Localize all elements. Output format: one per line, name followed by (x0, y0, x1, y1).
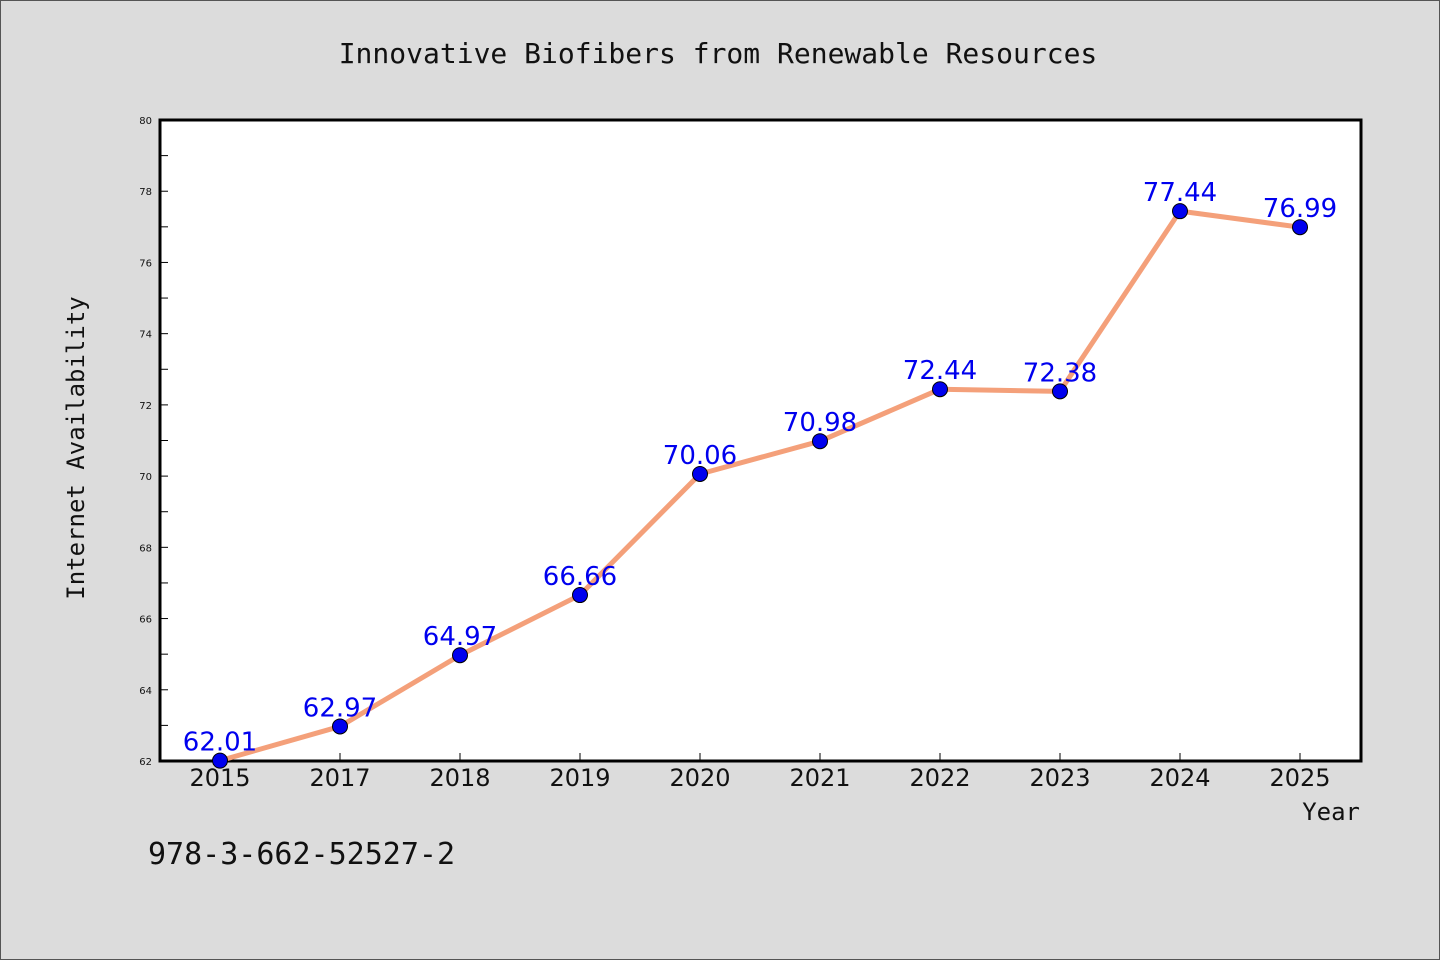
isbn-text: 978-3-662-52527-2 (148, 837, 455, 872)
y-tick-label: 74 (139, 330, 152, 341)
data-point (1292, 219, 1308, 236)
x-tick-label: 2023 (1029, 764, 1090, 792)
x-tick-label: 2019 (549, 764, 610, 792)
x-tick-label: 2020 (669, 764, 730, 792)
x-tick-label: 2015 (189, 764, 250, 792)
data-point (572, 587, 588, 604)
x-tick-label: 2025 (1269, 764, 1330, 792)
y-tick-label: 76 (139, 258, 152, 269)
data-point (452, 647, 468, 664)
x-axis-label: Year (1302, 798, 1360, 826)
y-tick-label: 62 (139, 757, 152, 768)
y-tick-label: 66 (139, 615, 152, 626)
data-point (812, 433, 828, 450)
x-tick-label: 2021 (789, 764, 850, 792)
data-point (1052, 383, 1068, 400)
x-tick-label: 2017 (309, 764, 370, 792)
data-point (212, 752, 228, 769)
x-tick-label: 2022 (909, 764, 970, 792)
y-tick-label: 72 (139, 401, 152, 412)
plot-area (158, 118, 1363, 763)
y-tick-label: 78 (139, 187, 152, 198)
data-point (1172, 203, 1188, 220)
y-tick-label: 68 (139, 543, 152, 554)
y-axis-label: Internet Availability (62, 296, 90, 599)
x-axis: 2015 2017 2018 2019 2020 2021 2022 2023 2024 2025 (189, 753, 1331, 792)
data-point (332, 718, 348, 735)
y-tick-label: 64 (139, 686, 152, 697)
y-tick-label: 70 (139, 472, 152, 483)
data-point (692, 465, 708, 482)
y-axis: 62 64 66 68 70 72 74 76 78 80 (139, 116, 168, 768)
y-tick-label: 80 (139, 116, 152, 127)
data-point (932, 381, 948, 398)
chart-title: Innovative Biofibers from Renewable Reso… (339, 37, 1098, 70)
x-tick-label: 2024 (1149, 764, 1210, 792)
series-line (217, 208, 1303, 764)
x-tick-label: 2018 (429, 764, 490, 792)
